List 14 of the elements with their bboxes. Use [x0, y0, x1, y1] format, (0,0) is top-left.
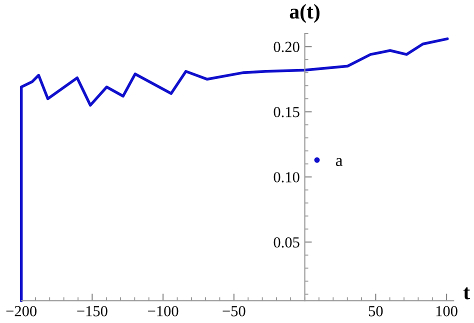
line-series — [20, 37, 449, 302]
x-axis-title: t — [463, 287, 470, 300]
x-tick-label: −150 — [77, 306, 108, 316]
y-tick-label: 0.10 — [274, 172, 300, 182]
x-tick-label: −100 — [148, 306, 178, 316]
y-tick-label: 0.20 — [274, 42, 300, 52]
legend-label: a — [336, 158, 343, 166]
y-tick-label: 0.05 — [274, 237, 300, 248]
x-tick-label: 100 — [436, 306, 458, 316]
x-tick-label: 50 — [368, 306, 383, 316]
x-tick-label: −200 — [6, 306, 37, 316]
x-tick-label: −50 — [222, 306, 246, 316]
y-axis-title: a(t) — [290, 4, 320, 23]
y-tick-label: 0.15 — [274, 106, 300, 118]
